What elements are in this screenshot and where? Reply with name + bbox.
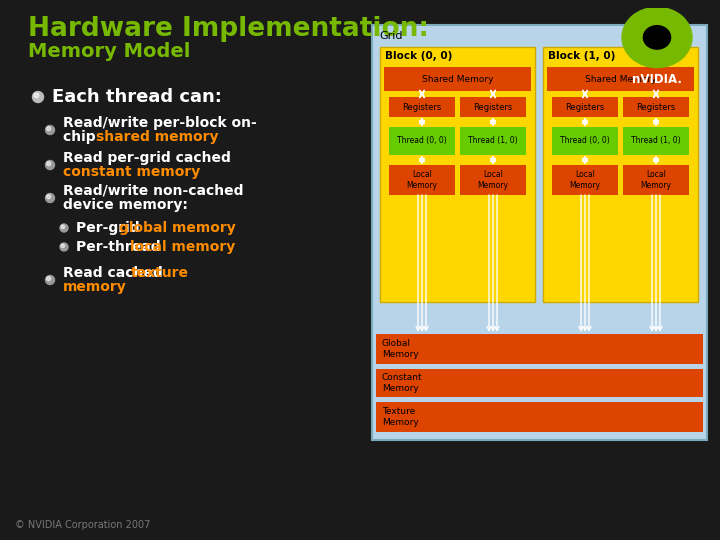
Circle shape (60, 243, 68, 251)
Text: Registers: Registers (473, 103, 513, 111)
Circle shape (61, 225, 65, 228)
Bar (380, 47, 535, 302)
Bar (623, 127, 689, 155)
Bar (384, 67, 531, 91)
Bar (543, 47, 698, 302)
Text: local memory: local memory (130, 240, 235, 254)
Bar (460, 127, 526, 155)
Text: nVIDIA.: nVIDIA. (632, 73, 682, 86)
Text: Shared Memory: Shared Memory (422, 75, 493, 84)
Bar (372, 25, 707, 440)
Text: Local
Memory: Local Memory (570, 170, 600, 190)
Text: Constant
Memory: Constant Memory (382, 373, 423, 393)
Circle shape (47, 194, 50, 199)
Text: texture: texture (131, 266, 189, 280)
Text: memory: memory (63, 280, 127, 294)
Bar (389, 97, 455, 117)
Circle shape (45, 193, 55, 202)
Circle shape (47, 276, 50, 281)
Bar (376, 369, 703, 397)
Text: Block (0, 0): Block (0, 0) (385, 51, 452, 61)
Bar (623, 97, 689, 117)
Circle shape (47, 127, 50, 131)
Text: Global
Memory: Global Memory (382, 339, 419, 359)
Text: © NVIDIA Corporation 2007: © NVIDIA Corporation 2007 (15, 520, 150, 530)
Text: Thread (1, 0): Thread (1, 0) (631, 137, 681, 145)
Bar (376, 402, 703, 432)
Bar (460, 97, 526, 117)
Text: global memory: global memory (119, 221, 235, 235)
Text: chip: chip (63, 130, 101, 144)
Text: Shared Memory: Shared Memory (585, 75, 656, 84)
Text: shared memory: shared memory (96, 130, 218, 144)
Text: Registers: Registers (565, 103, 605, 111)
Text: Registers: Registers (402, 103, 441, 111)
Text: Local
Memory: Local Memory (641, 170, 672, 190)
Text: Read per-grid cached: Read per-grid cached (63, 151, 231, 165)
Bar (552, 127, 618, 155)
Text: Thread (0, 0): Thread (0, 0) (397, 137, 447, 145)
Bar (547, 67, 694, 91)
Text: Per-grid: Per-grid (76, 221, 145, 235)
Circle shape (61, 244, 65, 247)
Text: constant memory: constant memory (63, 165, 200, 179)
Circle shape (45, 125, 55, 134)
Text: Thread (0, 0): Thread (0, 0) (560, 137, 610, 145)
Text: Read/write non-cached: Read/write non-cached (63, 184, 243, 198)
Text: Read cached: Read cached (63, 266, 168, 280)
Text: Local
Memory: Local Memory (477, 170, 508, 190)
Bar (389, 127, 455, 155)
Circle shape (47, 161, 50, 166)
Text: Per-thread: Per-thread (76, 240, 166, 254)
Circle shape (644, 26, 670, 49)
Text: Each thread can:: Each thread can: (52, 88, 222, 106)
Bar (389, 165, 455, 195)
Text: Texture
Memory: Texture Memory (382, 407, 419, 427)
Text: Hardware Implementation:: Hardware Implementation: (28, 16, 429, 42)
Bar (376, 334, 703, 364)
Text: Thread (1, 0): Thread (1, 0) (468, 137, 518, 145)
Text: Local
Memory: Local Memory (407, 170, 438, 190)
Circle shape (34, 93, 39, 98)
Circle shape (60, 224, 68, 232)
Circle shape (622, 7, 692, 68)
Text: Read/write per-block on-: Read/write per-block on- (63, 116, 257, 130)
Circle shape (45, 160, 55, 170)
Text: Registers: Registers (636, 103, 675, 111)
Text: device memory:: device memory: (63, 198, 188, 212)
Text: Grid: Grid (379, 31, 402, 41)
Bar (552, 165, 618, 195)
Bar (460, 165, 526, 195)
Text: Block (1, 0): Block (1, 0) (548, 51, 616, 61)
Bar (552, 97, 618, 117)
Bar (623, 165, 689, 195)
Circle shape (45, 275, 55, 285)
Text: Memory Model: Memory Model (28, 42, 190, 61)
Circle shape (32, 91, 43, 103)
